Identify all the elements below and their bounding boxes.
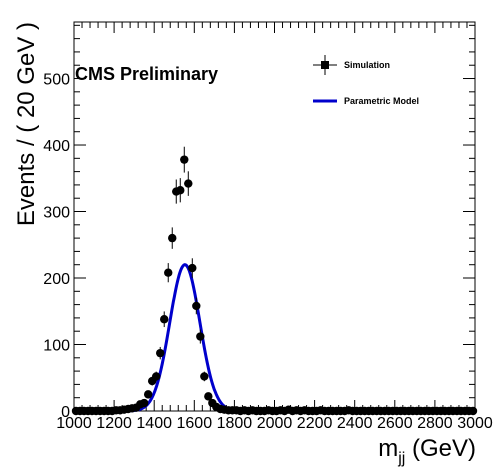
- data-point: [200, 371, 209, 382]
- data-point: [188, 258, 197, 278]
- x-tick-label: 1400: [136, 415, 172, 432]
- data-point: [143, 390, 153, 399]
- data-point: [152, 371, 161, 382]
- data-point: [139, 398, 149, 408]
- data-point: [160, 311, 169, 328]
- x-tick-label: 2000: [257, 415, 293, 432]
- y-axis-title: Events / ( 20 GeV ): [13, 22, 40, 226]
- data-point: [168, 227, 177, 249]
- y-tick-label: 200: [43, 271, 70, 288]
- axis-ticks: [73, 22, 476, 412]
- data-point: [196, 329, 205, 344]
- y-tick-labels: 0 100 200 300 400 500: [43, 72, 70, 421]
- x-axis-title-sub: jj: [397, 450, 405, 467]
- y-tick-label: 300: [43, 205, 70, 222]
- data-marker: [188, 263, 197, 273]
- x-tick-labels: 1000 1200 1400 1600 1800 2000 2200 2400 2600 2800…: [56, 415, 493, 432]
- data-point: [156, 346, 165, 360]
- y-tick-label: 500: [43, 72, 70, 89]
- data-marker: [180, 155, 189, 164]
- data-marker: [176, 186, 185, 195]
- x-tick-label: 1200: [96, 415, 132, 432]
- x-tick-label: 1800: [217, 415, 253, 432]
- data-marker: [143, 390, 153, 399]
- data-marker: [156, 348, 165, 358]
- x-tick-label: 2200: [297, 415, 333, 432]
- data-marker: [168, 233, 177, 243]
- data-marker: [196, 332, 205, 341]
- data-point: [176, 178, 185, 203]
- data-marker: [192, 301, 201, 311]
- legend-marker-square: [321, 61, 329, 69]
- data-points: [71, 146, 478, 416]
- data-point: [180, 146, 189, 173]
- data-point: [204, 392, 213, 401]
- y-tick-label: 400: [43, 138, 70, 155]
- legend-label-parametric-model: Parametric Model: [344, 96, 419, 106]
- y-tick-label: 100: [43, 338, 70, 355]
- data-marker: [164, 268, 173, 277]
- x-axis-title: mjj (GeV): [378, 435, 476, 467]
- x-tick-label: 2400: [337, 415, 373, 432]
- data-point: [468, 406, 478, 416]
- x-tick-label: 1000: [56, 415, 92, 432]
- data-point: [192, 297, 201, 315]
- data-marker: [139, 398, 149, 408]
- cms-preliminary-label: CMS Preliminary: [75, 64, 218, 84]
- data-marker: [204, 392, 213, 401]
- data-marker: [160, 315, 169, 324]
- x-axis-title-unit: (GeV): [405, 435, 476, 462]
- data-marker: [468, 406, 478, 416]
- legend: Simulation Parametric Model: [313, 55, 419, 106]
- x-tick-label: 1600: [177, 415, 213, 432]
- data-marker: [184, 179, 193, 188]
- model-curve: [74, 263, 475, 413]
- data-point: [164, 263, 173, 283]
- data-marker: [200, 372, 209, 381]
- data-marker: [152, 372, 161, 381]
- x-tick-label: 2800: [417, 415, 453, 432]
- x-tick-label: 3000: [457, 415, 493, 432]
- legend-label-simulation: Simulation: [344, 60, 390, 70]
- y-tick-label: 0: [61, 404, 70, 421]
- data-point: [184, 171, 193, 196]
- x-tick-label: 2600: [377, 415, 413, 432]
- x-axis-title-main: m: [378, 435, 398, 462]
